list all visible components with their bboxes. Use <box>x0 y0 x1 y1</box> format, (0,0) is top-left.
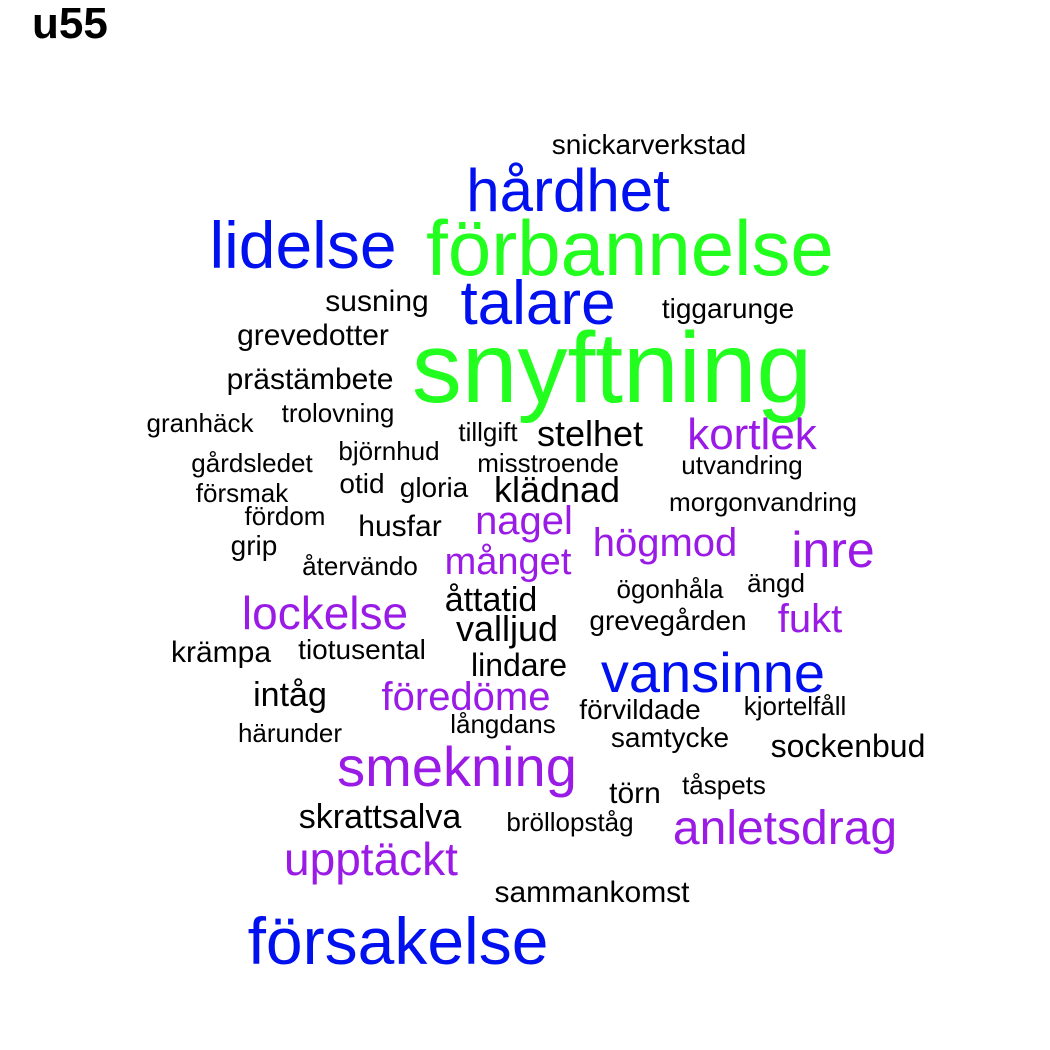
cloud-word: trolovning <box>281 398 395 428</box>
cloud-word: ängd <box>747 568 805 598</box>
cloud-word: vansinne <box>600 641 826 704</box>
cloud-word: högmod <box>592 521 738 565</box>
cloud-word: återvändo <box>302 551 418 581</box>
cloud-word: samtycke <box>610 722 730 753</box>
cloud-word: grevedotter <box>237 319 389 352</box>
cloud-word: lockelse <box>241 587 409 639</box>
cloud-word: skrattsalva <box>298 798 462 836</box>
cloud-word: långdans <box>450 709 556 739</box>
cloud-word: intåg <box>253 676 327 714</box>
cloud-word: anletsdrag <box>672 802 898 855</box>
cloud-word: tiggarunge <box>661 293 795 324</box>
cloud-word: sammankomst <box>494 876 690 909</box>
cloud-word: sockenbud <box>770 728 926 764</box>
cloud-word: morgonvandring <box>669 487 857 517</box>
cloud-word: föredöme <box>381 675 551 719</box>
cloud-word: granhäck <box>146 408 254 438</box>
cloud-word: otid <box>339 468 385 499</box>
cloud-word: tillgift <box>458 417 518 447</box>
cloud-word: åttatid <box>444 581 538 619</box>
cloud-word: kjortelfåll <box>743 691 847 721</box>
cloud-word: misstroende <box>477 448 619 478</box>
cloud-word: stelhet <box>536 413 644 454</box>
cloud-word: husfar <box>358 510 442 543</box>
cloud-word: nagel <box>475 499 573 543</box>
cloud-word: upptäckt <box>284 833 458 885</box>
cloud-word: gårdsledet <box>191 448 313 478</box>
cloud-word: förvildade <box>579 694 701 725</box>
cloud-word: utvandring <box>681 450 803 480</box>
cloud-word: lidelse <box>209 208 397 282</box>
cloud-word: grip <box>230 530 278 561</box>
cloud-word: fukt <box>777 597 843 641</box>
cloud-word: fördom <box>244 501 326 531</box>
panel-title: u55 <box>32 0 108 48</box>
cloud-word: grevegården <box>589 605 747 636</box>
cloud-word: tåspets <box>682 770 766 800</box>
cloud-word: krämpa <box>170 636 272 669</box>
cloud-word: härunder <box>237 718 343 748</box>
cloud-word: törn <box>609 777 661 810</box>
cloud-word: snyftning <box>411 312 813 424</box>
cloud-word: ögonhåla <box>616 574 724 604</box>
cloud-word: bröllopståg <box>506 807 634 837</box>
cloud-word: snickarverkstad <box>551 129 747 160</box>
cloud-word: förbannelse <box>426 204 834 292</box>
cloud-word: hårdhet <box>466 157 670 224</box>
cloud-word: smekning <box>337 735 577 798</box>
cloud-word: försmak <box>195 478 289 508</box>
cloud-word: månget <box>444 541 572 583</box>
cloud-word: susning <box>325 285 429 318</box>
cloud-word: talare <box>460 269 616 338</box>
cloud-word: prästämbete <box>226 363 394 396</box>
cloud-word: tiotusental <box>298 634 426 665</box>
cloud-word: kortlek <box>687 410 817 459</box>
cloud-word: klädnad <box>493 469 621 510</box>
cloud-word: inre <box>791 522 875 578</box>
cloud-word: valljud <box>455 608 559 649</box>
cloud-word: björnhud <box>338 436 440 466</box>
cloud-word: gloria <box>399 472 469 503</box>
cloud-word: lindare <box>470 647 568 683</box>
cloud-word: försakelse <box>247 904 549 978</box>
